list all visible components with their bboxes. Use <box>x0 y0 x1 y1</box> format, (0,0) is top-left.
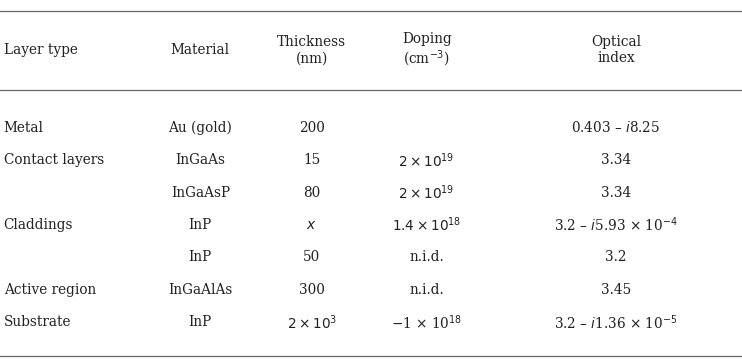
Text: 3.34: 3.34 <box>601 153 631 167</box>
Text: −1 $\times$ 10$^{18}$: −1 $\times$ 10$^{18}$ <box>391 313 462 332</box>
Text: $1.4 \times 10^{18}$: $1.4 \times 10^{18}$ <box>392 216 462 234</box>
Text: Metal: Metal <box>4 121 44 135</box>
Text: n.i.d.: n.i.d. <box>410 283 444 297</box>
Text: 300: 300 <box>299 283 324 297</box>
Text: 3.45: 3.45 <box>601 283 631 297</box>
Text: 3.2 – $i$5.93 $\times$ 10$^{-4}$: 3.2 – $i$5.93 $\times$ 10$^{-4}$ <box>554 216 678 234</box>
Text: Substrate: Substrate <box>4 315 71 329</box>
Text: Layer type: Layer type <box>4 44 78 57</box>
Text: InP: InP <box>188 251 212 264</box>
Text: 0.403 – $i$8.25: 0.403 – $i$8.25 <box>571 120 660 135</box>
Text: $2 \times 10^{19}$: $2 \times 10^{19}$ <box>398 151 455 170</box>
Text: InGaAlAs: InGaAlAs <box>168 283 232 297</box>
Text: InP: InP <box>188 218 212 232</box>
Text: Claddings: Claddings <box>4 218 73 232</box>
Text: InGaAsP: InGaAsP <box>171 186 230 199</box>
Text: 3.2: 3.2 <box>605 251 626 264</box>
Text: Material: Material <box>171 44 230 57</box>
Text: 50: 50 <box>303 251 321 264</box>
Text: $x$: $x$ <box>306 218 317 232</box>
Text: 200: 200 <box>299 121 324 135</box>
Text: Au (gold): Au (gold) <box>168 121 232 135</box>
Text: 3.34: 3.34 <box>601 186 631 199</box>
Text: 15: 15 <box>303 153 321 167</box>
Text: 3.2 – $i$1.36 $\times$ 10$^{-5}$: 3.2 – $i$1.36 $\times$ 10$^{-5}$ <box>554 313 677 332</box>
Text: Thickness
(nm): Thickness (nm) <box>277 35 347 66</box>
Text: Active region: Active region <box>4 283 96 297</box>
Text: $2 \times 10^{3}$: $2 \times 10^{3}$ <box>286 313 337 332</box>
Text: InP: InP <box>188 315 212 329</box>
Text: 80: 80 <box>303 186 321 199</box>
Text: Optical
index: Optical index <box>591 35 641 66</box>
Text: n.i.d.: n.i.d. <box>410 251 444 264</box>
Text: Doping
(cm$^{-3}$): Doping (cm$^{-3}$) <box>401 32 452 69</box>
Text: Contact layers: Contact layers <box>4 153 104 167</box>
Text: InGaAs: InGaAs <box>175 153 226 167</box>
Text: $2 \times 10^{19}$: $2 \times 10^{19}$ <box>398 183 455 202</box>
